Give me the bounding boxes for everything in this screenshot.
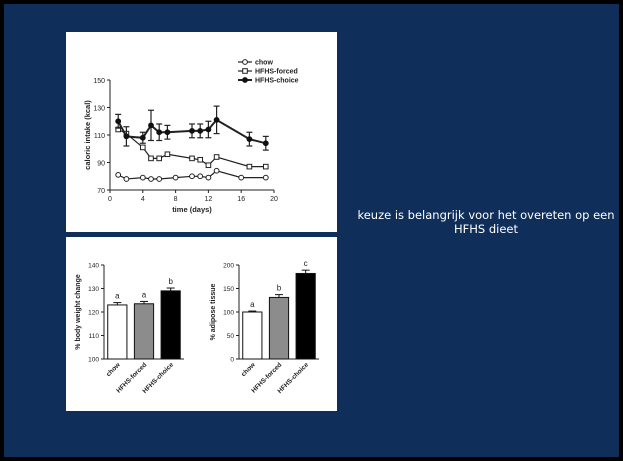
slide-caption: keuze is belangrijk voor het overeten op…: [357, 208, 615, 236]
legend-label-HFHS-forced: HFHS-forced: [255, 69, 298, 76]
data-point-HFHS-choice: [164, 129, 171, 136]
y-tick-label: 150: [223, 286, 234, 293]
body-weight-bar-chart: 100 110 120 130 140 % body weight change a chow…: [75, 263, 184, 395]
slide: 70 90 110 130 150 0 4 8 12 16 20 time (days) caloric…: [4, 4, 619, 457]
x-tick-label: 16: [237, 196, 245, 203]
legend-marker: [242, 68, 248, 74]
x-tick-label: 20: [270, 196, 278, 203]
y-axis-label: % body weight change: [75, 274, 82, 350]
significance-label: c: [304, 259, 308, 268]
data-point-chow: [115, 171, 122, 178]
x-tick-label: 12: [205, 196, 213, 203]
category-label-chow: chow: [105, 361, 122, 378]
data-point-HFHS-forced: [140, 144, 146, 151]
data-point-HFHS-forced: [197, 156, 203, 163]
y-tick-label: 150: [93, 78, 105, 85]
legend-marker: [242, 59, 248, 65]
data-point-HFHS-forced: [156, 155, 163, 162]
data-point-HFHS-choice: [115, 118, 122, 125]
data-point-HFHS-choice: [123, 133, 130, 140]
data-point-HFHS-choice: [246, 136, 253, 143]
data-point-HFHS-forced: [189, 155, 195, 162]
data-point-HFHS-forced: [246, 163, 253, 170]
data-point-HFHS-choice: [213, 116, 220, 123]
caloric-intake-line-chart: 70 90 110 130 150 0 4 8 12 16 20 time (days) caloric…: [83, 59, 299, 214]
data-point-HFHS-choice: [156, 129, 163, 136]
significance-label: b: [168, 277, 173, 286]
y-tick-label: 50: [227, 333, 235, 340]
category-label-chow: chow: [240, 361, 257, 378]
significance-label: b: [277, 284, 282, 293]
data-point-chow: [139, 174, 146, 181]
data-point-chow: [123, 176, 130, 182]
bar-chow: [242, 311, 263, 360]
data-point-chow: [213, 167, 220, 174]
y-tick-label: 200: [223, 263, 234, 270]
data-point-HFHS-choice: [189, 127, 195, 134]
y-tick-label: 0: [230, 357, 234, 364]
y-axis-label: caloric intake (kcal): [83, 100, 92, 170]
data-point-chow: [148, 176, 154, 182]
bar-HFHS-choice: [295, 272, 316, 360]
data-point-HFHS-forced: [205, 162, 212, 169]
y-tick-label: 100: [88, 357, 99, 364]
bar-HFHS-forced: [133, 303, 155, 360]
data-point-chow: [262, 174, 269, 181]
data-point-HFHS-choice: [262, 140, 269, 147]
y-tick-label: 110: [89, 333, 100, 340]
data-point-HFHS-forced: [213, 154, 220, 160]
y-tick-label: 110: [94, 133, 105, 140]
bar-charts-panel: 100 110 120 130 140 % body weight change a chow…: [66, 237, 337, 411]
x-axis-label: time (days): [172, 205, 212, 214]
legend-label-chow: chow: [255, 60, 273, 67]
y-tick-label: 120: [88, 310, 99, 317]
legend-marker: [242, 77, 248, 83]
data-point-HFHS-forced: [148, 155, 154, 162]
legend-label-HFHS-choice: HFHS-choice: [255, 78, 299, 85]
data-point-chow: [189, 173, 195, 180]
y-axis-label: % adipose tissue: [210, 283, 217, 340]
data-point-chow: [205, 174, 212, 181]
data-point-chow: [172, 174, 179, 181]
significance-label: a: [142, 290, 147, 299]
data-point-chow: [156, 176, 163, 182]
y-tick-label: 130: [88, 286, 99, 293]
x-tick-label: 4: [141, 196, 145, 203]
y-tick-label: 70: [97, 188, 105, 195]
significance-label: a: [115, 292, 120, 301]
x-tick-label: 8: [174, 196, 178, 203]
bar-HFHS-forced: [268, 296, 290, 360]
x-tick-label: 0: [108, 196, 112, 203]
data-point-HFHS-choice: [197, 127, 204, 134]
data-point-chow: [197, 173, 204, 180]
data-point-HFHS-choice: [139, 134, 146, 141]
data-point-HFHS-forced: [263, 163, 269, 170]
bar-HFHS-choice: [160, 290, 181, 360]
bar-chow: [107, 304, 128, 360]
caloric-intake-chart-panel: 70 90 110 130 150 0 4 8 12 16 20 time (days) caloric…: [66, 32, 337, 232]
y-tick-label: 130: [93, 106, 105, 113]
y-tick-label: 90: [97, 161, 105, 168]
data-point-HFHS-choice: [148, 122, 154, 129]
y-tick-label: 140: [88, 263, 99, 270]
data-point-HFHS-choice: [205, 126, 212, 133]
data-point-chow: [238, 174, 245, 181]
y-tick-label: 100: [223, 310, 234, 317]
data-point-HFHS-forced: [164, 151, 171, 158]
significance-label: a: [250, 300, 255, 309]
